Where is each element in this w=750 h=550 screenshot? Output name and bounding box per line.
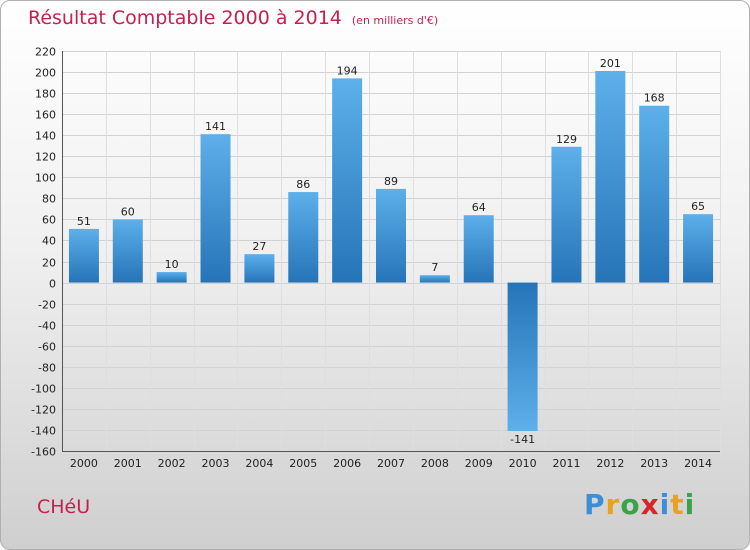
x-tick-label: 2011 [552,457,580,470]
y-tick-label: 220 [35,46,56,59]
logo-letter: o [620,488,641,521]
bar-2005 [288,192,319,283]
y-tick-label: 140 [35,130,56,143]
bar-2011 [551,146,582,283]
data-label-2006: 194 [337,64,358,77]
bar-2013 [639,105,670,283]
data-label-2010: -141 [510,433,535,446]
y-tick-label: 40 [42,235,56,248]
bar-2009 [463,215,494,283]
y-tick-label: -120 [31,404,56,417]
bar-2014 [683,214,714,283]
y-tick-label: -20 [38,299,56,312]
data-label-2012: 201 [600,57,621,70]
x-tick-label: 2005 [289,457,317,470]
x-tick-label: 2014 [684,457,712,470]
data-label-2001: 60 [121,205,135,218]
commune-name: CHéU [37,496,91,518]
bar-2002 [156,272,187,283]
data-label-2004: 27 [252,240,266,253]
logo-letter: P [584,488,606,521]
x-tick-label: 2004 [245,457,273,470]
bar-2001 [112,219,143,283]
data-label-2014: 65 [691,200,705,213]
x-tick-label: 2002 [158,457,186,470]
bar-2010 [507,282,538,431]
logo-letter: r [605,488,621,521]
data-label-2008: 7 [431,261,438,274]
x-tick-label: 2013 [640,457,668,470]
y-tick-label: 160 [35,109,56,122]
x-tick-label: 2007 [377,457,405,470]
y-tick-label: 80 [42,193,56,206]
x-tick-label: 2006 [333,457,361,470]
bar-2012 [595,71,626,283]
bars: 51 60 10 141 27 86 194 89 7 64 -141 129 201 168 65 [68,57,714,446]
x-tick-label: 2010 [509,457,537,470]
chart-unit-label: (en milliers d'€) [351,14,439,27]
x-tick-label: 2009 [465,457,493,470]
chart-title-text: Résultat Comptable 2000 à 2014 [28,7,342,29]
data-label-2000: 51 [77,215,91,228]
data-label-2011: 129 [556,133,577,146]
bar-2006 [332,78,363,283]
y-tick-label: 180 [35,88,56,101]
bar-2007 [376,188,406,283]
logo-letter: i [659,488,671,521]
x-tick-label: 2001 [114,457,142,470]
y-tick-label: -140 [31,425,56,438]
bar-2008 [419,275,450,283]
y-tick-label: 60 [42,214,56,227]
axes: 220200180160140120100806040200-20-40-60-… [31,46,720,470]
proxiti-logo: Proxiti [584,488,695,521]
chart-title: Résultat Comptable 2000 à 2014 (en millie… [28,7,438,29]
logo-letter: t [670,488,685,521]
y-tick-label: 120 [35,151,56,164]
y-tick-label: 200 [35,67,56,80]
y-tick-label: -160 [31,446,56,459]
x-tick-label: 2008 [421,457,449,470]
x-tick-label: 2003 [202,457,230,470]
logo-letter: x [640,488,660,521]
y-tick-label: 20 [42,257,56,270]
data-label-2007: 89 [384,175,398,188]
x-tick-label: 2000 [70,457,98,470]
logo-letter: i [684,488,696,521]
bar-2003 [200,134,231,283]
y-tick-label: 100 [35,172,56,185]
y-tick-label: -100 [31,383,56,396]
y-tick-label: 0 [49,278,56,291]
bar-2004 [244,254,275,283]
bar-2000 [68,228,99,283]
y-tick-label: -60 [38,341,56,354]
data-label-2009: 64 [472,201,486,214]
data-label-2002: 10 [165,258,179,271]
y-tick-label: -40 [38,320,56,333]
data-label-2013: 168 [644,92,665,105]
data-label-2003: 141 [205,120,226,133]
data-label-2005: 86 [296,178,310,191]
x-tick-label: 2012 [596,457,624,470]
y-tick-label: -80 [38,362,56,375]
